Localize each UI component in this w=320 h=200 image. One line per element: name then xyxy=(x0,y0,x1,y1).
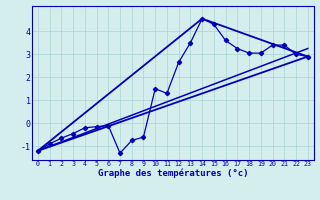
X-axis label: Graphe des températures (°c): Graphe des températures (°c) xyxy=(98,168,248,178)
